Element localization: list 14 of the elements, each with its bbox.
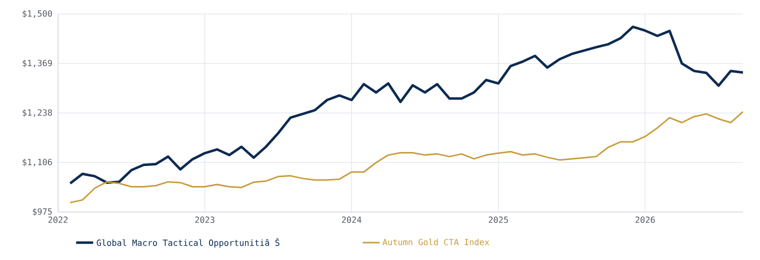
x-tick-label: 2024 (342, 216, 362, 223)
y-tick-label: $1,500 (22, 10, 52, 18)
legend-label: Global Macro Tactical Opportunitiâ Š (96, 238, 280, 248)
line-series (69, 110, 744, 204)
x-tick-label: 2023 (195, 216, 214, 223)
legend-label: Autumn Gold CTA Index (382, 238, 490, 246)
y-tick-label: $975 (32, 208, 52, 216)
x-tick-label: 2022 (48, 216, 68, 223)
y-tick-label: $1,238 (22, 109, 52, 117)
y-tick-label: $1,369 (22, 60, 52, 68)
line-series (68, 26, 744, 185)
x-tick-label: 2026 (636, 216, 655, 223)
x-tick-label: 2025 (488, 216, 508, 223)
y-tick-label: $1,106 (22, 158, 52, 166)
